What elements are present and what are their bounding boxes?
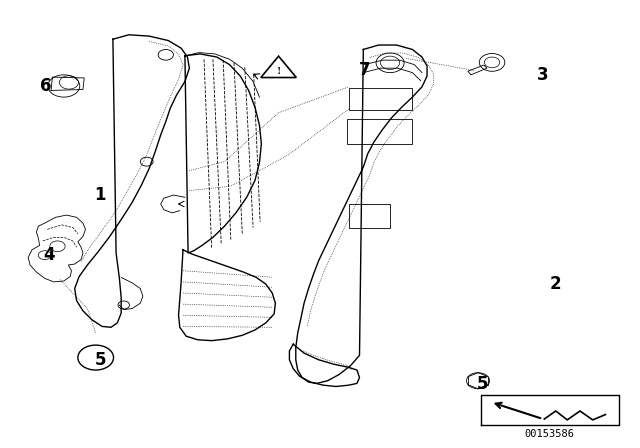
Bar	[347, 119, 412, 144]
Text: 4: 4	[44, 246, 55, 264]
Bar	[349, 88, 412, 111]
Text: 5: 5	[477, 375, 488, 393]
Text: 3: 3	[537, 66, 549, 84]
Text: !: !	[276, 67, 281, 76]
Text: 5: 5	[95, 351, 106, 369]
Text: 1: 1	[95, 186, 106, 204]
Text: 00153586: 00153586	[524, 429, 575, 439]
Text: 6: 6	[40, 77, 52, 95]
Text: 2: 2	[550, 275, 561, 293]
Text: 7: 7	[359, 61, 371, 79]
Bar	[349, 204, 390, 228]
